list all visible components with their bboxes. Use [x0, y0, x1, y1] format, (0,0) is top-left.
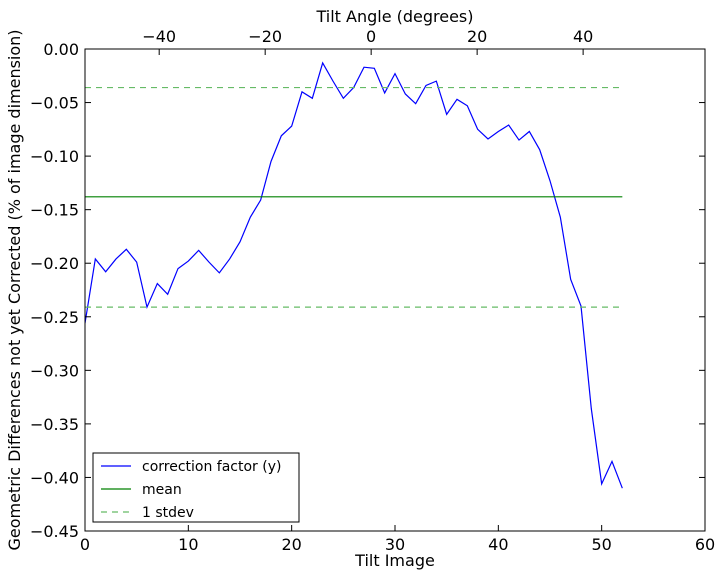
- y-tick-label: −0.40: [30, 468, 79, 487]
- ticks-layer: 0 10 20 30 40 50 60 −40 −20 0 20 40 0.00 −0.05 −0.10 −0…: [30, 27, 715, 554]
- y-axis-title: Geometric Differences not yet Corrected …: [5, 29, 24, 550]
- legend-label-stdev: 1 stdev: [142, 505, 194, 521]
- y-tick-label: −0.20: [30, 254, 79, 273]
- y-tick-label: −0.45: [30, 522, 79, 541]
- x-tick-label: 0: [80, 535, 90, 554]
- top-x-axis-title: Tilt Angle (degrees): [315, 7, 473, 26]
- x-tick-label: 50: [591, 535, 611, 554]
- legend-box: [92, 452, 300, 523]
- top-x-tick-label: 0: [366, 27, 376, 46]
- x-tick-label: 40: [488, 535, 508, 554]
- series-line-correction-factor-y: [85, 61, 623, 489]
- y-tick-label: −0.30: [30, 361, 79, 380]
- series-layer: [85, 61, 623, 489]
- x-tick-label: 60: [695, 535, 715, 554]
- top-x-tick-label: 40: [573, 27, 593, 46]
- x-tick-label: 10: [178, 535, 198, 554]
- top-x-tick-label: 20: [467, 27, 487, 46]
- y-tick-label: −0.05: [30, 94, 79, 113]
- top-x-tick-label: −20: [248, 27, 282, 46]
- top-x-tick-label: −40: [142, 27, 176, 46]
- y-tick-label: −0.15: [30, 201, 79, 220]
- x-tick-label: 30: [385, 535, 405, 554]
- y-tick-label: −0.25: [30, 308, 79, 327]
- y-tick-label: −0.35: [30, 415, 79, 434]
- legend-label-mean: mean: [142, 482, 182, 498]
- x-tick-label: 20: [281, 535, 301, 554]
- y-tick-label: −0.10: [30, 147, 79, 166]
- legend: correction factor (y) mean 1 stdev: [92, 452, 300, 523]
- y-tick-label: 0.00: [43, 40, 79, 59]
- x-axis-title: Tilt Image: [354, 551, 435, 570]
- legend-label-correction: correction factor (y): [142, 459, 281, 475]
